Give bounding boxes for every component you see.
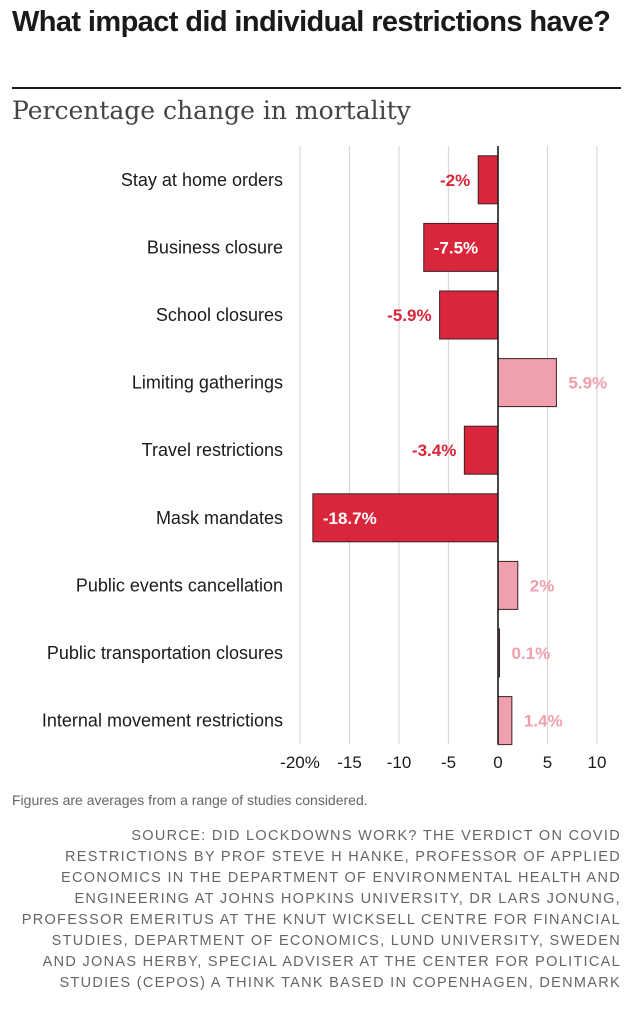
bar-1 <box>423 222 499 272</box>
chart-subtitle: Percentage change in mortality <box>12 96 411 125</box>
bar-3 <box>497 358 557 408</box>
bar-6 <box>497 560 519 610</box>
category-label: Limiting gatherings <box>132 373 283 393</box>
x-tick-label: 10 <box>588 753 607 772</box>
bar-8 <box>497 696 513 746</box>
data-label: -18.7% <box>323 509 377 528</box>
data-label: -3.4% <box>412 441 456 460</box>
chart-title: What impact did individual restrictions … <box>12 6 611 38</box>
category-label: Business closure <box>147 237 283 257</box>
data-label: -7.5% <box>434 238 478 257</box>
data-label: -2% <box>440 171 470 190</box>
x-tick-label: 0 <box>493 753 502 772</box>
bar-2 <box>439 290 499 340</box>
source-credit: SOURCE: DID LOCKDOWNS WORK? THE VERDICT … <box>21 828 621 991</box>
title-rule <box>12 87 621 89</box>
chart-note: Figures are averages from a range of stu… <box>12 792 368 808</box>
category-label: Mask mandates <box>156 508 283 528</box>
category-label: Public events cancellation <box>76 575 283 595</box>
x-tick-label: -20% <box>280 753 320 772</box>
bar-chart: Stay at home orders -2% Business closure -7… <box>42 146 607 772</box>
data-label: -5.9% <box>387 306 431 325</box>
data-label: 1.4% <box>524 712 563 731</box>
category-label: Stay at home orders <box>121 170 283 190</box>
category-label: Internal movement restrictions <box>42 711 283 731</box>
category-label: School closures <box>156 305 283 325</box>
x-tick-label: -5 <box>441 753 456 772</box>
x-tick-label: -15 <box>337 753 362 772</box>
x-tick-label: -10 <box>387 753 412 772</box>
data-label: 5.9% <box>568 374 607 393</box>
bar-0 <box>477 155 499 205</box>
category-label: Public transportation closures <box>47 643 283 663</box>
data-label: 0.1% <box>512 644 551 663</box>
category-label: Travel restrictions <box>142 440 283 460</box>
x-tick-label: 5 <box>543 753 552 772</box>
data-label: 2% <box>530 576 555 595</box>
bar-4 <box>463 425 499 475</box>
